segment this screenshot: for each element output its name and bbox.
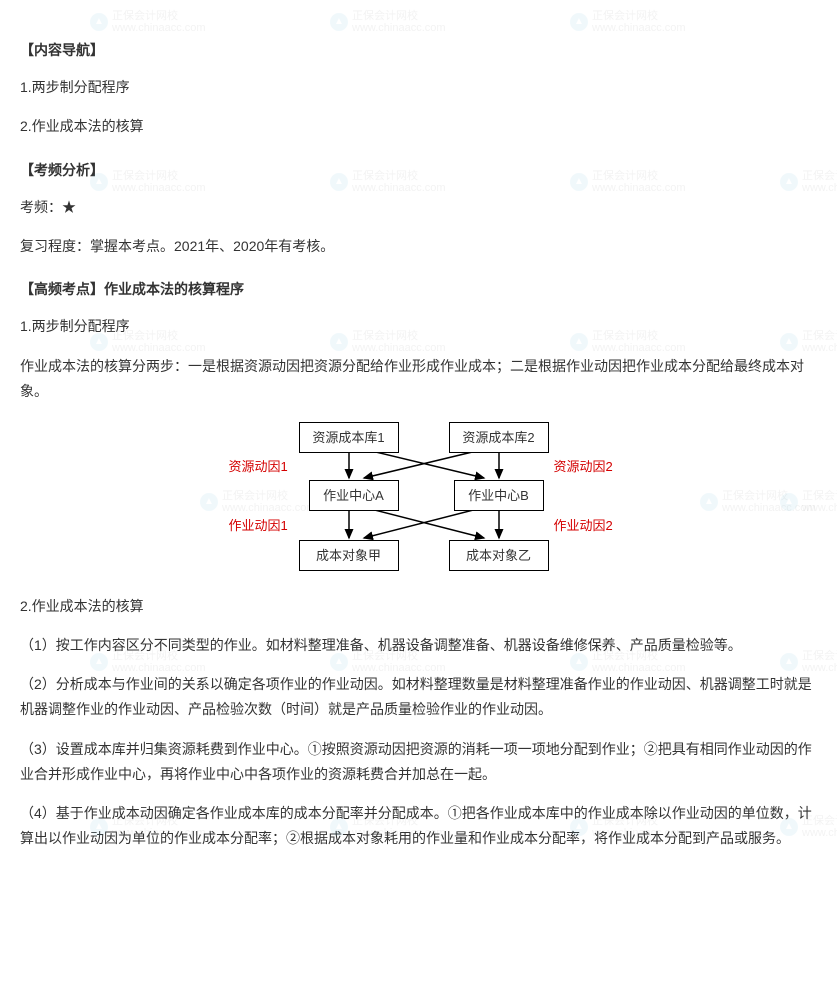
watermark-url: www.chinaacc.com: [112, 342, 206, 354]
nav-item-2: 2.作业成本法的核算: [20, 114, 817, 139]
flowchart-arrows: [189, 422, 649, 572]
p2-title: 2.作业成本法的核算: [20, 594, 817, 619]
watermark-brand: 正保会计网校: [112, 10, 206, 22]
watermark-brand: 正保会计网校: [592, 10, 686, 22]
watermark: ▲ 正保会计网校www.chinaacc.com: [570, 10, 686, 34]
content-nav-header: 【内容导航】: [20, 38, 817, 63]
freq-analysis-header: 【考频分析】: [20, 158, 817, 183]
freq-line-2: 复习程度：掌握本考点。2021年、2020年有考核。: [20, 234, 817, 259]
watermark-url: www.chinaacc.com: [352, 342, 446, 354]
p2-2: （2）分析成本与作业间的关系以确定各项作业的作业动因。如材料整理数量是材料整理准…: [20, 672, 817, 722]
watermark-url: www.chinaacc.com: [112, 182, 206, 194]
nav-item-1: 1.两步制分配程序: [20, 75, 817, 100]
flowchart-node-a1: 作业中心A: [309, 480, 399, 511]
flowchart-node-c2: 成本对象乙: [449, 540, 549, 571]
watermark-logo-icon: ▲: [330, 13, 348, 31]
flowchart-edge-label-rd2: 资源动因2: [554, 455, 613, 478]
watermark-url: www.chinaacc.com: [352, 182, 446, 194]
highfreq-header: 【高频考点】作业成本法的核算程序: [20, 277, 817, 302]
p2-1: （1）按工作内容区分不同类型的作业。如材料整理准备、机器设备调整准备、机器设备维…: [20, 633, 817, 658]
flowchart-node-c1: 成本对象甲: [299, 540, 399, 571]
flowchart: 资源成本库1 资源成本库2 作业中心A 作业中心B 成本对象甲 成本对象乙 资源动因1 资源…: [189, 422, 649, 572]
flowchart-edge-label-rd1: 资源动因1: [229, 455, 288, 478]
watermark-url: www.chinaacc.com: [592, 182, 686, 194]
watermark-brand: 正保会计网校: [352, 10, 446, 22]
p1-text: 作业成本法的核算分两步：一是根据资源动因把资源分配给作业形成作业成本；二是根据作…: [20, 354, 817, 404]
watermark-url: www.chinaacc.com: [592, 22, 686, 34]
watermark-logo-icon: ▲: [90, 13, 108, 31]
watermark-url: www.chinaacc.com: [592, 342, 686, 354]
flowchart-node-r2: 资源成本库2: [449, 422, 549, 453]
watermark-url: www.chinaacc.com: [802, 182, 837, 194]
watermark-url: www.chinaacc.com: [352, 22, 446, 34]
p2-4: （4）基于作业成本动因确定各作业成本库的成本分配率并分配成本。①把各作业成本库中…: [20, 801, 817, 851]
watermark: ▲ 正保会计网校www.chinaacc.com: [90, 10, 206, 34]
watermark: ▲ 正保会计网校www.chinaacc.com: [330, 10, 446, 34]
flowchart-node-r1: 资源成本库1: [299, 422, 399, 453]
watermark-url: www.chinaacc.com: [112, 22, 206, 34]
p2-3: （3）设置成本库并归集资源耗费到作业中心。①按照资源动因把资源的消耗一项一项地分…: [20, 737, 817, 787]
freq-line-1: 考频：★: [20, 195, 817, 220]
watermark-url: www.chinaacc.com: [802, 342, 837, 354]
p1-title: 1.两步制分配程序: [20, 314, 817, 339]
flowchart-edge-label-ad2: 作业动因2: [554, 514, 613, 537]
watermark-logo-icon: ▲: [570, 13, 588, 31]
flowchart-edge-label-ad1: 作业动因1: [229, 514, 288, 537]
flowchart-container: 资源成本库1 资源成本库2 作业中心A 作业中心B 成本对象甲 成本对象乙 资源动因1 资源…: [20, 422, 817, 572]
flowchart-node-a2: 作业中心B: [454, 480, 544, 511]
